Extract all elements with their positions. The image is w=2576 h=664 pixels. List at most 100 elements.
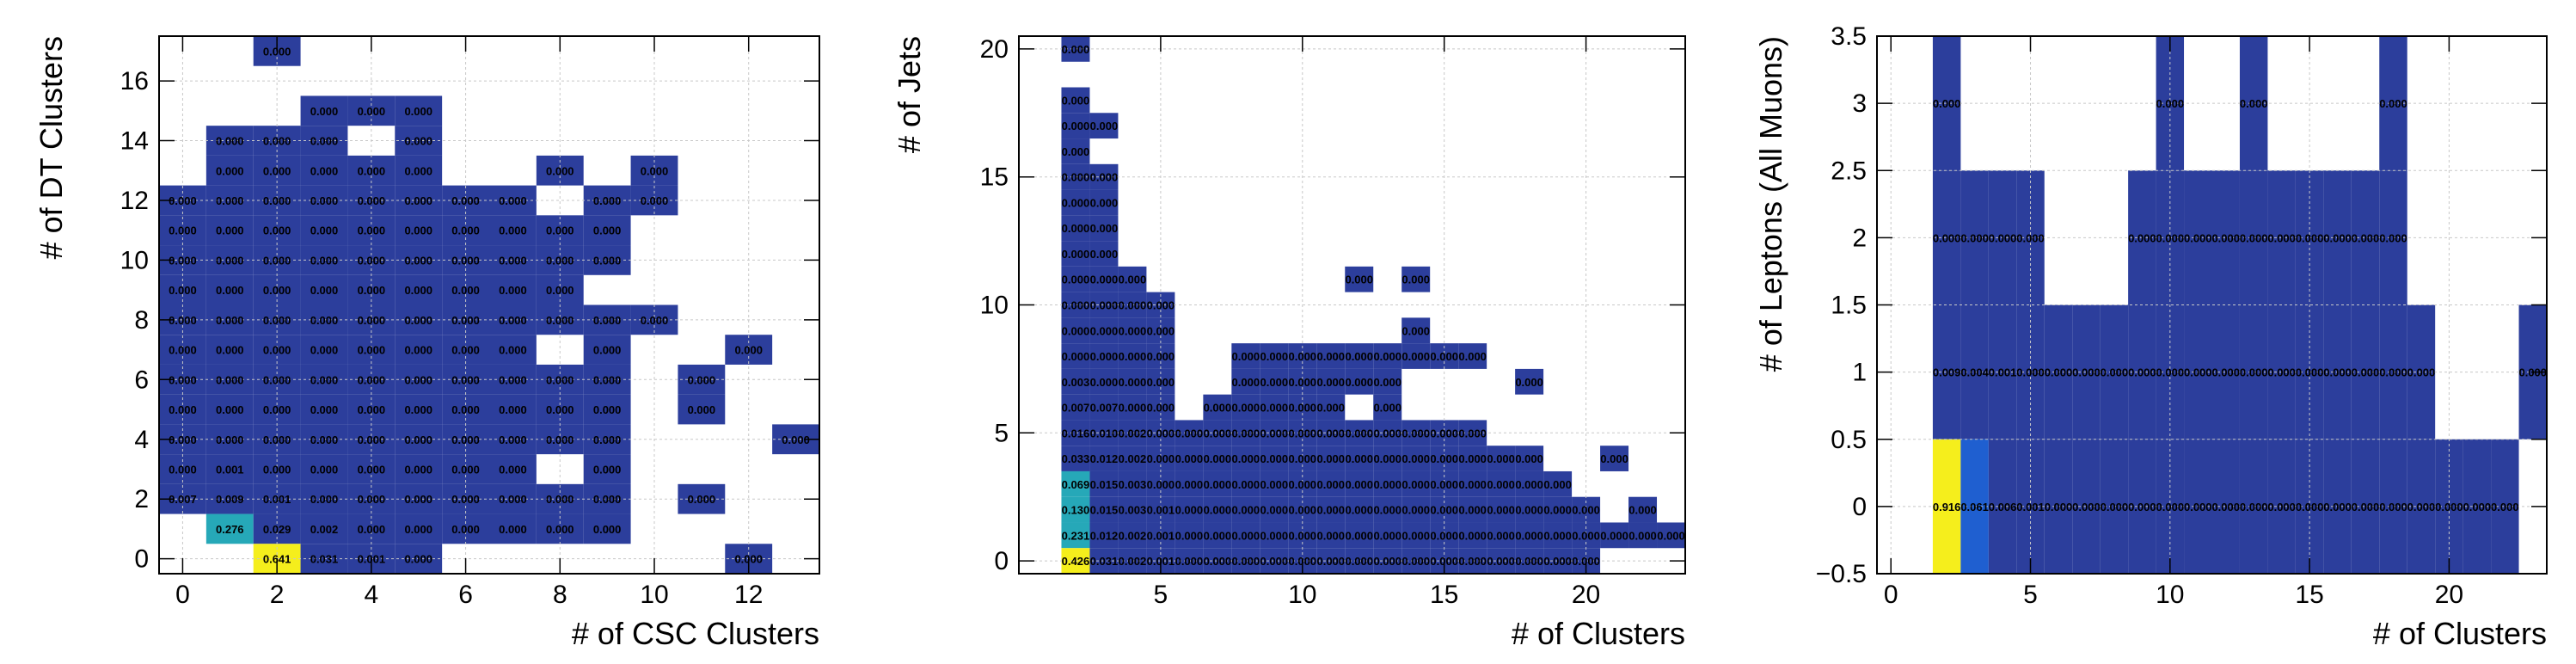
cell-value-label: 0.000 [1062,196,1090,209]
cell-value-label: 0.000 [1119,274,1147,286]
cell-value-label: 0.000 [1289,529,1317,542]
cell-value-label: 0.000 [310,344,339,357]
x-tick-label: 15 [1430,581,1458,609]
cell-value-label: 0.000 [1373,350,1401,363]
heatmap-cell [489,394,537,425]
heatmap-cell [1061,241,1090,267]
cell-value-label: 0.000 [1345,376,1373,389]
cell-value-label: 0.000 [546,164,574,177]
heatmap-cell [1203,446,1232,471]
cell-value-label: 0.009 [216,493,244,506]
cell-value-label: 0.000 [1232,376,1260,389]
heatmap-cell [1345,496,1374,523]
cell-value-label: 0.000 [2072,501,2101,513]
cell-value-label: 0.000 [499,254,527,267]
heatmap-cell [2491,439,2519,574]
heatmap-cell [205,304,254,335]
cell-value-label: 0.000 [310,105,339,118]
cell-value-label: 0.000 [1430,350,1458,363]
cell-value-label: 0.000 [1204,529,1232,542]
heatmap-cell [1089,394,1119,421]
heatmap-cell [205,335,254,365]
cell-value-label: 0.000 [451,314,480,327]
cell-value-label: 0.000 [1401,324,1430,337]
cell-value-label: 0.000 [546,314,574,327]
heatmap-cell [300,513,348,544]
cell-value-label: 0.000 [1373,555,1401,568]
cell-value-label: 0.000 [1232,478,1260,491]
cell-value-label: 0.000 [593,463,622,476]
cell-value-label: 0.000 [310,284,339,297]
heatmap-cell [1118,496,1147,523]
heatmap-cells [159,36,819,574]
y-tick-label: 1 [1852,359,1867,387]
cell-value-label: 0.000 [1316,402,1345,415]
cell-value-label: 0.000 [216,344,244,357]
cell-value-label: 0.000 [2267,501,2296,513]
heatmap-cell [205,126,254,156]
heatmap-cell [395,155,443,186]
cell-value-label: 0.000 [2267,366,2296,379]
cell-value-label: 0.000 [1232,529,1260,542]
heatmap-cell [1600,522,1629,549]
cell-value-label: 0.000 [451,224,480,237]
y-axis-title: # of Jets [892,36,927,153]
cell-value-label: 0.000 [451,373,480,386]
cell-value-label: 0.000 [216,254,244,267]
cell-value-label: 0.001 [216,463,244,476]
heatmap-cell [253,483,301,514]
y-tick-label: 10 [980,292,1009,320]
cell-value-label: 0.000 [1543,555,1572,568]
y-tick-label: 14 [120,127,149,156]
x-tick-label: 8 [553,581,567,609]
cell-value-label: 0.000 [1289,402,1317,415]
cell-value-label: 0.000 [734,344,763,357]
heatmap-cell [1231,368,1260,395]
cell-value-label: 0.000 [310,194,339,207]
cell-value-label: 0.000 [1316,376,1345,389]
cell-value-label: 0.000 [1430,504,1458,517]
heatmap-cell [1316,496,1346,523]
heatmap-cell [1487,496,1516,523]
cell-value-label: 0.000 [451,284,480,297]
cell-value-label: 0.000 [499,433,527,446]
cell-value-label: 0.000 [2211,366,2240,379]
heatmap-cell [1118,266,1147,292]
cell-value-label: 0.000 [263,314,291,327]
cell-value-label: 0.000 [1260,452,1289,465]
heatmap-cell [1118,446,1147,471]
cell-value-label: 0.000 [1401,504,1430,517]
cell-value-label: 0.000 [1062,299,1090,312]
cell-value-label: 0.000 [1147,452,1175,465]
cell-value-label: 0.000 [1933,97,1961,110]
cell-value-label: 0.000 [1175,504,1204,517]
cell-value-label: 0.000 [1628,504,1657,517]
heatmap-cell [1061,317,1090,344]
y-axis-title: # of DT Clusters [34,36,69,259]
heatmap-cell [395,95,443,126]
cell-value-label: 0.000 [688,373,716,386]
heatmap-cell [347,454,396,484]
cell-value-label: 0.000 [1345,452,1373,465]
heatmap-cell [1373,446,1402,471]
cell-value-label: 0.000 [2435,501,2463,513]
cell-value-label: 0.000 [2323,231,2352,244]
cell-value-label: 0.000 [310,135,339,148]
x-tick-label: 4 [365,581,379,609]
cell-value-label: 0.000 [1572,504,1600,517]
y-tick-label: 15 [980,163,1009,192]
cell-value-label: 0.000 [1345,478,1373,491]
plot-frame [158,35,820,575]
cell-value-label: 0.000 [1458,452,1487,465]
x-tick-label: 10 [1288,581,1316,609]
heatmap-cell [678,394,726,425]
cell-value-label: 0.000 [358,284,386,297]
heatmap-cell [1401,522,1431,549]
cell-value-label: 0.000 [1090,171,1119,184]
axis-ticks [1019,36,1685,574]
heatmap-cell [1089,496,1119,523]
y-tick-label: 6 [134,366,149,394]
x-tick-label: 6 [458,581,473,609]
heatmap-cell [1260,394,1289,421]
